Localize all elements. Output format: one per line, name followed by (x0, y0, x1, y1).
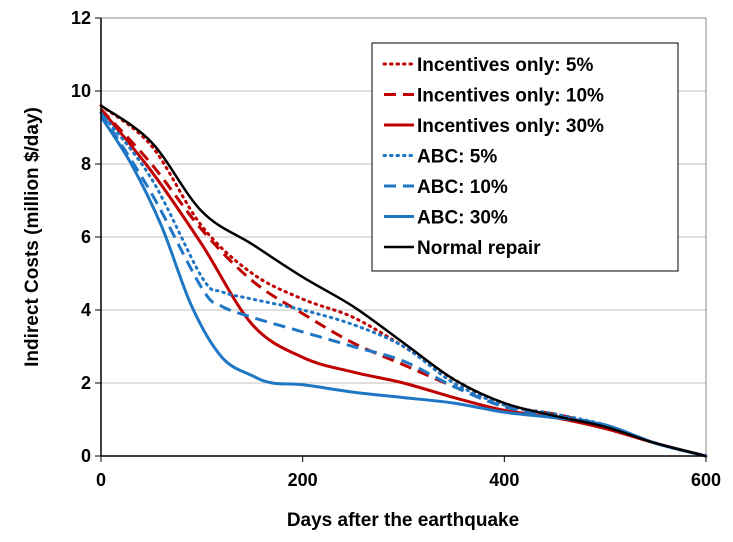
y-tick-label: 12 (71, 8, 91, 28)
series-group (99, 104, 708, 458)
legend-label-1: Incentives only: 10% (417, 86, 604, 107)
x-tick-label: 0 (96, 470, 106, 490)
legend-label-2: Incentives only: 30% (417, 116, 604, 137)
legend-box (371, 42, 679, 272)
y-tick-label: 0 (81, 446, 91, 466)
x-tick-label: 200 (288, 470, 318, 490)
tick-labels: 0 2 4 6 8 10 12 0 200 400 600 (71, 8, 721, 490)
legend-label-6: Normal repair (417, 238, 541, 259)
legend-label-4: ABC: 10% (417, 177, 508, 198)
y-tick-label: 4 (81, 300, 91, 320)
legend: Incentives only: 5% Incentives only: 10% I… (371, 42, 679, 272)
legend-label-0: Incentives only: 5% (417, 55, 593, 76)
x-tick-label: 400 (489, 470, 519, 490)
axes (95, 17, 707, 462)
y-tick-label: 8 (81, 154, 91, 174)
y-axis-title: Indirect Costs (million $/day) (22, 107, 43, 367)
x-tick-label: 600 (691, 470, 721, 490)
legend-label-5: ABC: 30% (417, 208, 508, 229)
x-axis-title: Days after the earthquake (287, 510, 519, 531)
series-line-3 (99, 111, 708, 458)
series-line-2 (99, 108, 707, 458)
series-line-6 (100, 104, 707, 458)
y-tick-label: 6 (81, 227, 91, 247)
y-tick-label: 2 (81, 373, 91, 393)
y-tick-label: 10 (71, 81, 91, 101)
legend-label-3: ABC: 5% (417, 147, 497, 168)
legend-items: Incentives only: 5% Incentives only: 10% I… (382, 55, 604, 259)
series-line-4 (99, 112, 707, 458)
